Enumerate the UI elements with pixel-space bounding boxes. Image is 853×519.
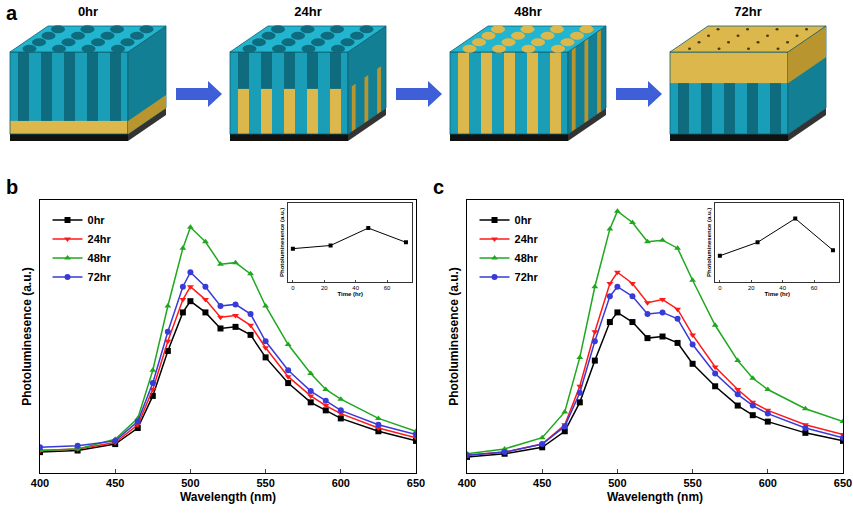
svg-text:20: 20 [748, 285, 755, 291]
svg-text:0: 0 [718, 285, 722, 291]
svg-text:0hr: 0hr [78, 4, 98, 19]
svg-text:400: 400 [31, 477, 49, 489]
svg-text:24hr: 24hr [88, 233, 112, 245]
svg-text:Photoluminesence (a.u.): Photoluminesence (a.u.) [279, 208, 285, 277]
svg-text:0hr: 0hr [88, 214, 106, 226]
html-text:c: c [433, 176, 445, 198]
svg-text:500: 500 [181, 477, 199, 489]
svg-text:Wavelength (nm): Wavelength (nm) [607, 490, 703, 504]
svg-text:650: 650 [407, 477, 425, 489]
svg-text:24hr: 24hr [294, 4, 321, 19]
svg-text:48hr: 48hr [88, 252, 112, 264]
svg-text:Photoluminesence (a.u.): Photoluminesence (a.u.) [706, 208, 712, 277]
svg-text:450: 450 [533, 477, 551, 489]
svg-text:Photoluminesence (a.u.): Photoluminesence (a.u.) [447, 267, 461, 406]
svg-text:48hr: 48hr [515, 252, 539, 264]
svg-text:500: 500 [608, 477, 626, 489]
svg-text:550: 550 [256, 477, 274, 489]
html-text:b: b [6, 176, 19, 198]
svg-text:Time (hr): Time (hr) [337, 291, 363, 297]
svg-text:400: 400 [458, 477, 476, 489]
svg-text:24hr: 24hr [515, 233, 539, 245]
svg-text:600: 600 [332, 477, 350, 489]
svg-text:450: 450 [106, 477, 124, 489]
svg-text:600: 600 [759, 477, 777, 489]
svg-text:0hr: 0hr [515, 214, 533, 226]
svg-text:72hr: 72hr [515, 271, 539, 283]
svg-text:40: 40 [779, 285, 786, 291]
svg-text:60: 60 [384, 285, 391, 291]
svg-text:48hr: 48hr [514, 4, 541, 19]
svg-text:0: 0 [291, 285, 295, 291]
svg-text:72hr: 72hr [88, 271, 112, 283]
svg-text:Time (hr): Time (hr) [764, 291, 790, 297]
svg-text:72hr: 72hr [734, 4, 761, 19]
svg-text:40: 40 [352, 285, 359, 291]
svg-text:650: 650 [834, 477, 852, 489]
svg-text:550: 550 [683, 477, 701, 489]
svg-text:a: a [6, 2, 18, 24]
svg-text:60: 60 [811, 285, 818, 291]
svg-text:Photoluminesence (a.u.): Photoluminesence (a.u.) [20, 267, 34, 406]
svg-text:20: 20 [321, 285, 328, 291]
svg-text:Wavelength (nm): Wavelength (nm) [180, 490, 276, 504]
